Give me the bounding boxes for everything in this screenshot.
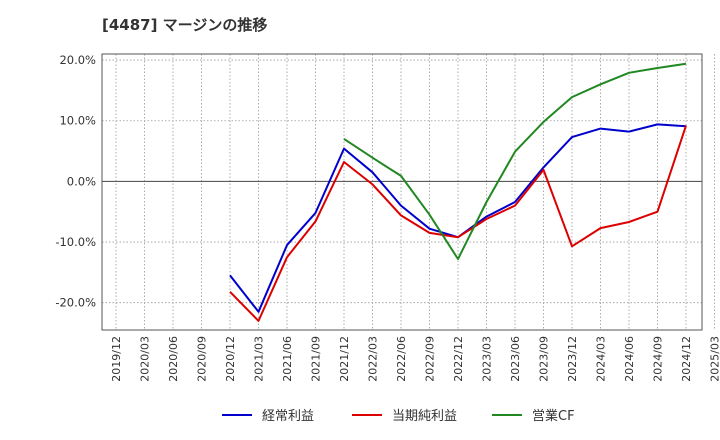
x-tick-label: 2022/09 (424, 336, 437, 382)
legend-label: 当期純利益 (392, 409, 457, 424)
x-tick-label: 2024/03 (595, 336, 608, 382)
legend-label: 営業CF (532, 408, 575, 424)
x-tick-label: 2019/12 (110, 336, 123, 382)
grid (102, 54, 715, 330)
x-tick-label: 2022/06 (395, 336, 408, 382)
chart-title: [4487] マージンの推移 (102, 16, 268, 34)
x-tick-label: 2024/09 (652, 336, 665, 382)
x-tick-label: 2022/12 (452, 336, 465, 382)
legend: 経常利益 当期純利益 営業CF (222, 408, 575, 424)
x-tick-label: 2023/09 (538, 336, 551, 382)
axes: 2019/12 2020/03 2020/06 2020/09 2020/12 2021/… (55, 53, 720, 382)
x-tick-label: 2020/06 (167, 336, 180, 382)
x-tick-label: 2025/03 (709, 336, 720, 382)
x-tick-label: 2023/06 (509, 336, 522, 382)
x-tick-label: 2021/09 (310, 336, 323, 382)
x-tick-label: 2021/06 (281, 336, 294, 382)
x-tick-label: 2023/12 (566, 336, 579, 382)
series-line (229, 125, 687, 322)
x-tick-label: 2021/12 (338, 336, 351, 382)
x-tick-label: 2020/09 (196, 336, 209, 382)
plot-frame (101, 53, 703, 331)
x-tick-label: 2020/12 (224, 336, 237, 382)
x-tick-label: 2024/12 (680, 336, 693, 382)
y-tick-label: 20.0% (59, 53, 96, 67)
series-line (343, 62, 687, 260)
y-tick-label: -10.0% (55, 235, 96, 249)
x-tick-label: 2023/03 (481, 336, 494, 382)
x-tick-label: 2022/03 (367, 336, 380, 382)
y-tick-label: 10.0% (59, 114, 96, 128)
series-lines (229, 62, 687, 322)
y-tick-label: -20.0% (55, 296, 96, 310)
x-tick-label: 2021/03 (253, 336, 266, 382)
y-tick-label: 0.0% (67, 174, 96, 188)
x-tick-label: 2024/06 (623, 336, 636, 382)
legend-label: 経常利益 (262, 409, 314, 424)
x-tick-label: 2020/03 (139, 336, 152, 382)
